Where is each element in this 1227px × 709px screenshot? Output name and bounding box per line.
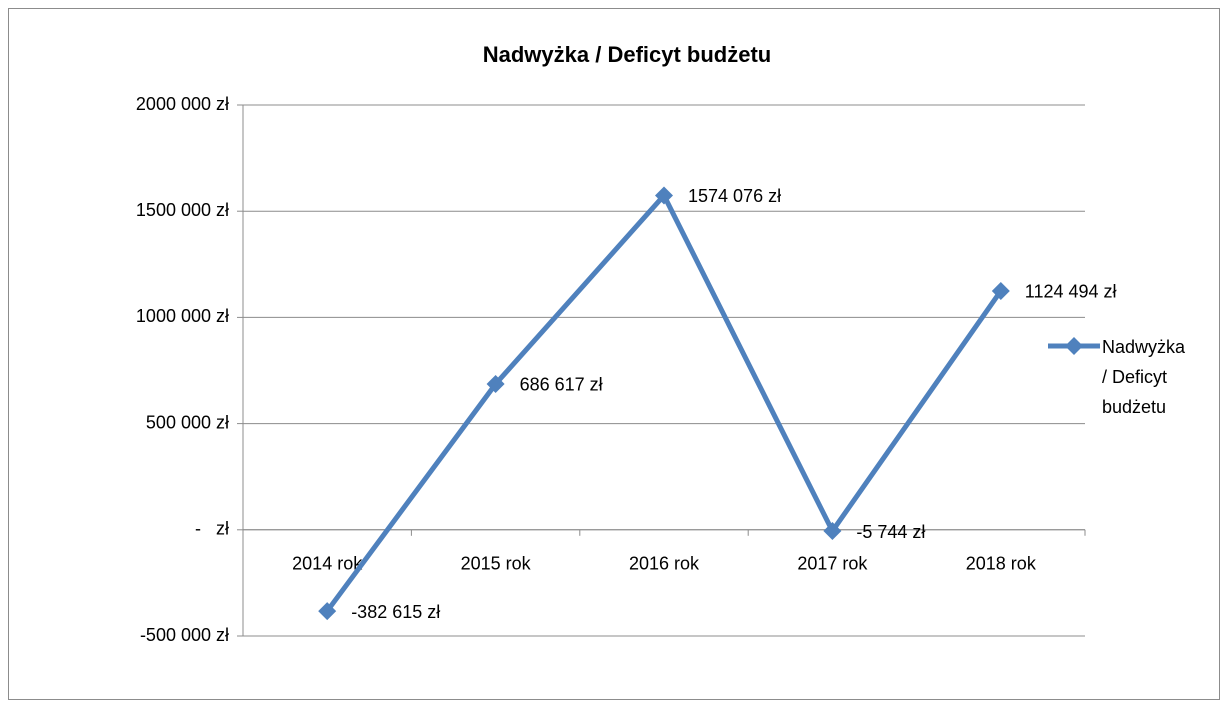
data-label: 1124 494 zł [1025,282,1117,302]
legend-label: Nadwyżka / Deficyt budżetu [1102,337,1186,417]
data-point [486,374,505,393]
legend-box: Nadwyżka / Deficyt budżetu [1102,337,1186,417]
data-label: -5 744 zł [856,522,925,542]
y-tick-label: - zł [195,519,229,539]
chart-title: Nadwyżka / Deficyt budżetu [483,42,772,67]
legend-marker [1065,337,1083,355]
data-point [823,522,842,541]
data-point [655,186,673,205]
data-point [991,281,1010,300]
x-tick-label: 2014 rok [292,554,363,574]
data-point [318,602,337,621]
y-tick-label: 2000 000 zł [136,94,229,114]
data-label: 686 617 zł [520,375,603,395]
data-label: -382 615 zł [351,602,440,622]
x-tick-label: 2015 rok [461,554,532,574]
y-tick-label: 1500 000 zł [136,200,229,220]
chart-border [8,8,1220,700]
x-tick-label: 2016 rok [629,554,700,574]
x-tick-label: 2017 rok [797,554,868,574]
y-tick-label: 500 000 zł [146,412,229,432]
data-label: 1574 076 zł [688,186,781,206]
x-tick-label: 2018 rok [966,554,1037,574]
y-tick-label: 1000 000 zł [136,306,229,326]
y-tick-label: -500 000 zł [140,625,229,645]
